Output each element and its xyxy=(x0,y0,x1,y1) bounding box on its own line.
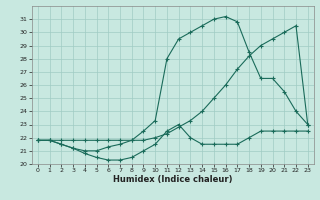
X-axis label: Humidex (Indice chaleur): Humidex (Indice chaleur) xyxy=(113,175,233,184)
